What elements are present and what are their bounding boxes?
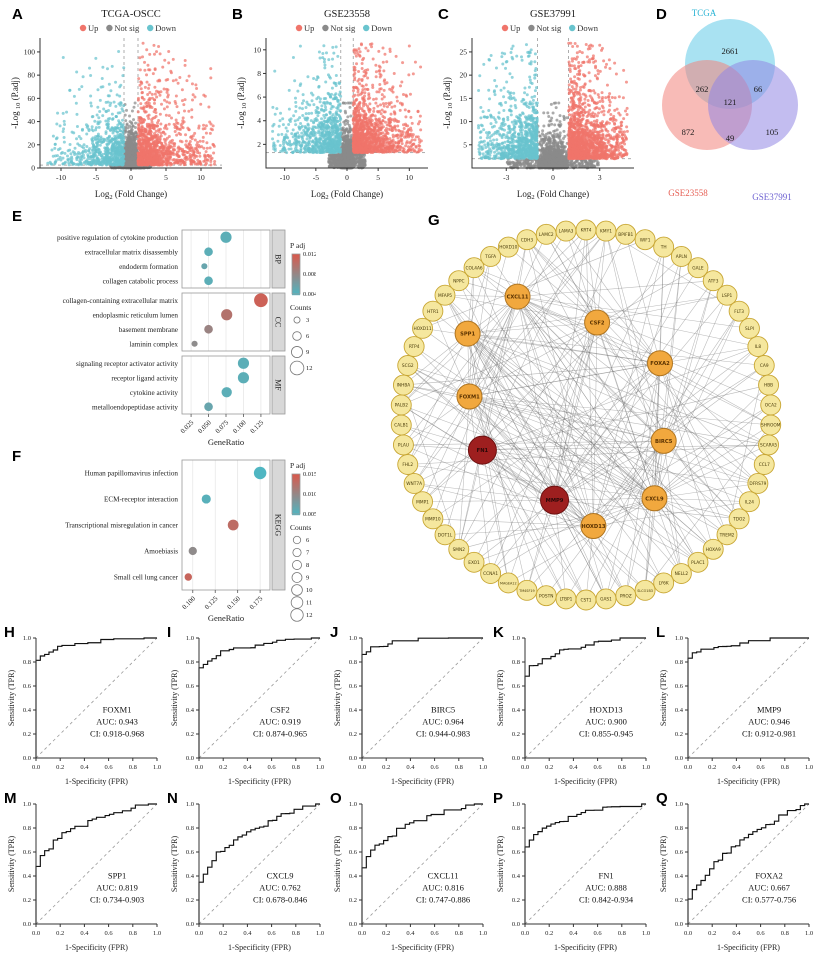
panel-letter-n: N bbox=[167, 790, 178, 807]
volcano-plot-gse37991 bbox=[438, 4, 640, 202]
panel-letter-a: A bbox=[12, 6, 23, 23]
roc-curve-cxcl9 bbox=[166, 796, 326, 954]
panel-letter-j: J bbox=[330, 624, 339, 641]
panel-letter-d: D bbox=[656, 6, 667, 23]
venn-count-gse23558-gse37991: 49 bbox=[726, 133, 735, 143]
volcano-plot-tcga-oscc bbox=[6, 4, 228, 202]
panel-letter-q: Q bbox=[656, 790, 668, 807]
panel-letter-g: G bbox=[428, 212, 440, 229]
venn-count-tcga-gse23558: 262 bbox=[696, 84, 709, 94]
venn-label-tcga: TCGA bbox=[692, 8, 717, 18]
venn-diagram: TCGA GSE23558 GSE37991 2661 262 66 121 8… bbox=[662, 8, 798, 202]
roc-curve-mmp9 bbox=[655, 630, 815, 788]
panel-letter-m: M bbox=[4, 790, 17, 807]
panel-letter-e: E bbox=[12, 208, 23, 225]
gene-network-plot bbox=[348, 204, 812, 626]
roc-curve-foxa2 bbox=[655, 796, 815, 954]
panel-letter-c: C bbox=[438, 6, 449, 23]
venn-circle-gse37991 bbox=[708, 60, 798, 150]
venn-label-gse37991: GSE37991 bbox=[752, 192, 792, 202]
venn-count-gse37991-only: 105 bbox=[766, 127, 779, 137]
panel-letter-o: O bbox=[330, 790, 342, 807]
roc-curve-fn1 bbox=[492, 796, 652, 954]
roc-curve-csf2 bbox=[166, 630, 326, 788]
venn-count-gse23558-only: 872 bbox=[682, 127, 695, 137]
venn-count-tcga-only: 2661 bbox=[722, 46, 739, 56]
venn-count-tcga-gse37991: 66 bbox=[754, 84, 763, 94]
panel-letter-p: P bbox=[493, 790, 504, 807]
panel-letter-f: F bbox=[12, 448, 22, 465]
roc-curve-cxcl11 bbox=[329, 796, 489, 954]
go-enrichment-dotplot bbox=[4, 222, 316, 448]
kegg-enrichment-dotplot bbox=[4, 452, 316, 624]
panel-letter-k: K bbox=[493, 624, 504, 641]
venn-count-all-three: 121 bbox=[724, 97, 737, 107]
panel-letter-i: I bbox=[167, 624, 172, 641]
roc-curve-foxm1 bbox=[3, 630, 163, 788]
panel-letter-b: B bbox=[232, 6, 243, 23]
venn-label-gse23558: GSE23558 bbox=[668, 188, 708, 198]
roc-curve-hoxd13 bbox=[492, 630, 652, 788]
panel-letter-h: H bbox=[4, 624, 15, 641]
roc-curve-birc5 bbox=[329, 630, 489, 788]
volcano-plot-gse23558 bbox=[232, 4, 434, 202]
roc-curve-spp1 bbox=[3, 796, 163, 954]
panel-letter-l: L bbox=[656, 624, 666, 641]
